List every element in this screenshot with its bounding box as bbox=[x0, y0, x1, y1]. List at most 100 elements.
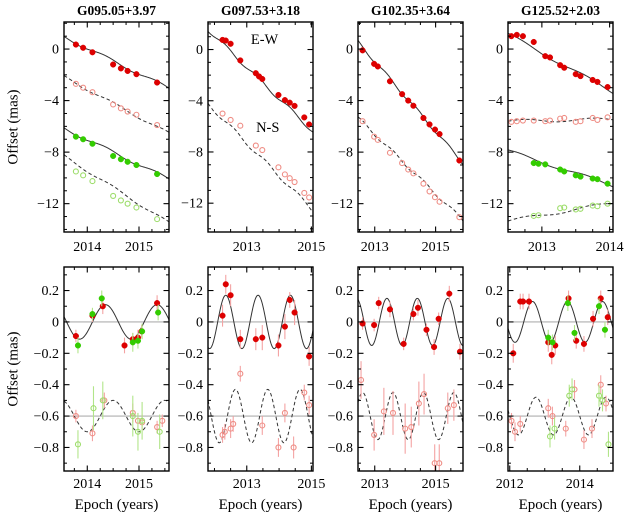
data-point bbox=[219, 312, 226, 319]
data-point bbox=[275, 91, 282, 99]
data-point bbox=[519, 117, 526, 124]
data-point bbox=[259, 146, 266, 154]
y-tick-label: 0 bbox=[496, 315, 503, 330]
series-n-s-red bbox=[359, 118, 463, 221]
data-point bbox=[420, 114, 427, 122]
x-tick-label: 2015 bbox=[125, 240, 153, 255]
series-e-w-red bbox=[72, 41, 161, 86]
series-e-w-red bbox=[359, 47, 463, 164]
data-point bbox=[375, 300, 382, 307]
data-point bbox=[561, 64, 568, 71]
y-tick-label: 0 bbox=[52, 315, 59, 330]
model-fit-solid bbox=[508, 301, 613, 343]
data-point bbox=[117, 156, 124, 163]
y-tick-label: −12 bbox=[37, 197, 59, 212]
series-n-s-green bbox=[546, 378, 612, 457]
data-point bbox=[508, 118, 515, 125]
data-point bbox=[371, 133, 378, 140]
series-e-w-red bbox=[72, 295, 161, 354]
data-point bbox=[89, 178, 96, 185]
data-point bbox=[110, 192, 117, 199]
series-n-s-red bbox=[72, 80, 161, 129]
data-point bbox=[124, 200, 131, 207]
y-tick-label: 0 bbox=[346, 43, 353, 58]
data-point bbox=[133, 161, 140, 169]
data-point bbox=[577, 118, 584, 125]
y-tick-label: −0.4 bbox=[328, 378, 353, 393]
data-point bbox=[557, 115, 564, 122]
y-tick-label: −0.4 bbox=[178, 378, 203, 393]
y-tick-label: −12 bbox=[481, 197, 503, 212]
data-point bbox=[595, 303, 603, 310]
series-e-w-green bbox=[545, 295, 609, 351]
panel-bottom-4: 2012 2014 0.2 0 −0.2 −0.4 −0.6 −0.8 Epoch (years… bbox=[478, 266, 614, 513]
data-point bbox=[399, 160, 406, 167]
data-point bbox=[405, 97, 412, 104]
data-point bbox=[594, 176, 601, 183]
data-point bbox=[306, 194, 313, 201]
model-fit-solid bbox=[64, 35, 169, 89]
data-point bbox=[410, 102, 417, 109]
epoch-axis-label: Epoch (years) bbox=[369, 497, 453, 513]
data-point bbox=[154, 122, 161, 129]
data-point bbox=[546, 54, 554, 61]
series-label: E-W bbox=[251, 32, 279, 48]
y-tick-label: 0 bbox=[346, 315, 353, 330]
data-point bbox=[259, 422, 266, 429]
data-point bbox=[222, 281, 229, 288]
data-point bbox=[134, 337, 142, 344]
data-point bbox=[513, 31, 520, 38]
series-e-w-green bbox=[74, 290, 162, 354]
data-point bbox=[156, 428, 163, 435]
data-point bbox=[80, 172, 87, 179]
y-tick-label: −4 bbox=[488, 94, 503, 109]
data-point bbox=[72, 332, 79, 340]
data-point bbox=[237, 122, 244, 129]
y-tick-label: 0 bbox=[196, 43, 203, 58]
x-tick-label: 2015 bbox=[422, 477, 450, 492]
data-point bbox=[535, 160, 542, 167]
data-point bbox=[380, 408, 387, 415]
data-point bbox=[133, 71, 140, 78]
data-point bbox=[386, 306, 394, 313]
data-point bbox=[134, 428, 142, 435]
plot-frame bbox=[63, 21, 170, 233]
series-e-w-red bbox=[508, 31, 611, 91]
x-tick-label: 2014 bbox=[566, 477, 594, 492]
data-point bbox=[359, 118, 366, 125]
epoch-axis-label: Epoch (years) bbox=[219, 497, 303, 513]
y-tick-label: 0.2 bbox=[186, 284, 204, 299]
panel-bottom-1: 2014 2015 0.2 0 −0.2 −0.4 −0.6 −0.8 Epoch (years… bbox=[34, 266, 170, 513]
data-point bbox=[568, 386, 576, 393]
data-point bbox=[291, 309, 298, 316]
data-point bbox=[450, 402, 457, 409]
data-point bbox=[580, 340, 588, 347]
data-point bbox=[133, 204, 140, 211]
data-point bbox=[80, 84, 87, 91]
data-point bbox=[405, 166, 412, 173]
x-tick-label: 2012 bbox=[496, 477, 524, 492]
y-tick-label: −0.4 bbox=[34, 378, 59, 393]
y-tick-label: −0.6 bbox=[178, 410, 203, 425]
data-point bbox=[117, 197, 124, 204]
data-point bbox=[110, 101, 117, 108]
data-point bbox=[374, 136, 381, 143]
data-point bbox=[291, 102, 298, 109]
data-point bbox=[561, 114, 568, 122]
data-point bbox=[155, 309, 162, 316]
plot-frame bbox=[207, 21, 314, 233]
panel-top-4: 2013 2014 0 −4 −8 −12 G125.52+2.03 bbox=[481, 3, 624, 255]
data-point bbox=[286, 296, 293, 304]
data-point bbox=[446, 290, 453, 297]
data-point bbox=[291, 179, 298, 186]
x-tick-label: 2015 bbox=[297, 477, 325, 492]
x-tick-label: 2014 bbox=[73, 477, 101, 492]
y-tick-label: 0.2 bbox=[336, 284, 354, 299]
data-point bbox=[436, 460, 443, 467]
data-point bbox=[275, 342, 282, 349]
data-point bbox=[546, 117, 554, 124]
data-point bbox=[222, 37, 229, 44]
epoch-axis-label: Epoch (years) bbox=[519, 497, 603, 513]
model-fit-solid bbox=[64, 304, 169, 340]
